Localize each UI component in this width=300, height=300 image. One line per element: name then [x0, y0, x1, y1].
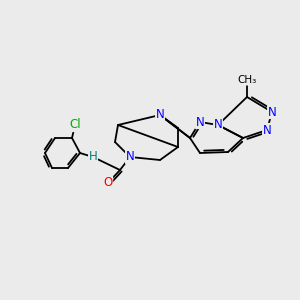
- Text: N: N: [214, 118, 222, 131]
- Text: Cl: Cl: [69, 118, 81, 131]
- Text: H: H: [88, 151, 98, 164]
- Text: N: N: [156, 109, 164, 122]
- Text: CH₃: CH₃: [237, 75, 256, 85]
- Text: N: N: [262, 124, 272, 136]
- Text: N: N: [196, 116, 204, 128]
- Text: O: O: [103, 176, 112, 190]
- Text: N: N: [268, 106, 276, 118]
- Text: N: N: [126, 151, 134, 164]
